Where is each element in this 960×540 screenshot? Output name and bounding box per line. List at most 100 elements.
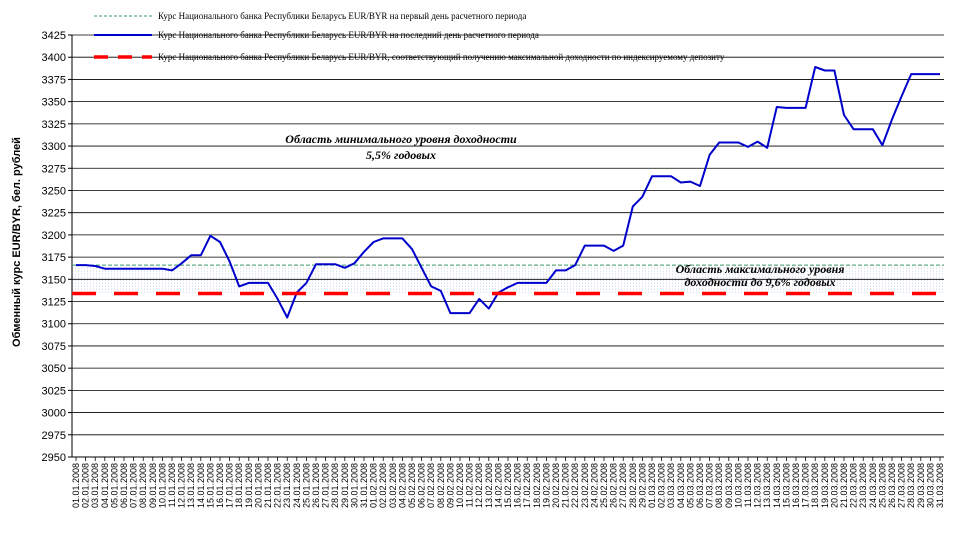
series-last-day-line xyxy=(76,66,940,319)
x-tick-label: 28.02.2008 xyxy=(628,463,638,508)
x-tick-label: 15.02.2008 xyxy=(503,463,513,508)
x-tick-label: 09.01.2008 xyxy=(148,463,158,508)
legend-label-first-day: Курс Национального банка Республики Бела… xyxy=(158,11,526,21)
x-tick-label: 13.03.2008 xyxy=(762,463,772,508)
x-tick-label: 04.03.2008 xyxy=(676,463,686,508)
x-tick-label: 16.03.2008 xyxy=(791,463,801,508)
x-tick-label: 07.02.2008 xyxy=(426,463,436,508)
y-tick-label: 3050 xyxy=(42,363,66,375)
y-tick-label: 3425 xyxy=(42,30,66,42)
x-tick-label: 08.01.2008 xyxy=(138,463,148,508)
x-tick-label: 05.02.2008 xyxy=(407,463,417,508)
x-tick-label: 26.01.2008 xyxy=(311,463,321,508)
x-tick-label: 30.01.2008 xyxy=(349,463,359,508)
y-tick-label: 3175 xyxy=(42,252,66,264)
x-tick-label: 22.01.2008 xyxy=(273,463,283,508)
x-tick-label: 02.03.2008 xyxy=(657,463,667,508)
annotation-max-yield-line2: доходности до 9,6% годовых xyxy=(684,275,835,289)
x-tick-label: 10.02.2008 xyxy=(455,463,465,508)
x-tick-label: 14.03.2008 xyxy=(772,463,782,508)
x-tick-label: 30.03.2008 xyxy=(925,463,935,508)
y-tick-label: 3350 xyxy=(42,97,66,109)
x-tick-label: 20.02.2008 xyxy=(551,463,561,508)
x-tick-label: 23.01.2008 xyxy=(282,463,292,508)
annotation-min-yield-line2: 5,5% годовых xyxy=(366,148,436,162)
x-tick-label: 01.02.2008 xyxy=(369,463,379,508)
x-tick-label: 13.01.2008 xyxy=(186,463,196,508)
x-tick-label: 22.03.2008 xyxy=(849,463,859,508)
x-tick-label: 05.03.2008 xyxy=(685,463,695,508)
x-tick-label: 08.02.2008 xyxy=(436,463,446,508)
x-tick-label: 17.02.2008 xyxy=(522,463,532,508)
x-tick-label: 25.03.2008 xyxy=(877,463,887,508)
y-tick-label: 3375 xyxy=(42,74,66,86)
legend-label-max-yield: Курс Национального банка Республики Бела… xyxy=(158,52,725,62)
x-tick-label: 20.03.2008 xyxy=(829,463,839,508)
x-tick-label: 04.01.2008 xyxy=(100,463,110,508)
x-tick-label: 08.03.2008 xyxy=(714,463,724,508)
x-tick-label: 16.02.2008 xyxy=(513,463,523,508)
x-tick-label: 02.01.2008 xyxy=(81,463,91,508)
x-tick-label: 31.01.2008 xyxy=(359,463,369,508)
y-tick-label: 3025 xyxy=(42,385,66,397)
y-tick-label: 3275 xyxy=(42,163,66,175)
annotation-min-yield-line1: Область минимального уровня доходности xyxy=(285,132,517,146)
x-tick-label: 27.02.2008 xyxy=(618,463,628,508)
x-tick-label: 25.02.2008 xyxy=(599,463,609,508)
y-tick-label: 3150 xyxy=(42,274,66,286)
x-tick-label: 18.01.2008 xyxy=(234,463,244,508)
x-tick-label: 03.02.2008 xyxy=(388,463,398,508)
y-tick-label: 3125 xyxy=(42,297,66,309)
gridlines xyxy=(72,34,944,458)
x-tick-label: 10.03.2008 xyxy=(733,463,743,508)
x-tick-label: 26.03.2008 xyxy=(887,463,897,508)
y-tick-label: 2950 xyxy=(42,452,66,464)
y-axis-ticks: 2950 2975 3000 3025 3050 3075 3100 3125 3150 3175… xyxy=(42,30,72,464)
x-tick-label: 04.02.2008 xyxy=(397,463,407,508)
x-axis-ticks: 01.01.2008 02.01.2008 03.01.2008 04.01.2008… xyxy=(71,457,945,508)
y-tick-label: 3100 xyxy=(42,319,66,331)
x-tick-label: 26.02.2008 xyxy=(609,463,619,508)
x-tick-label: 15.03.2008 xyxy=(781,463,791,508)
x-tick-label: 15.01.2008 xyxy=(205,463,215,508)
y-tick-label: 3000 xyxy=(42,408,66,420)
legend-label-last-day: Курс Национального банка Республики Бела… xyxy=(158,30,539,40)
x-tick-label: 01.03.2008 xyxy=(647,463,657,508)
x-tick-label: 12.01.2008 xyxy=(177,463,187,508)
x-tick-label: 19.03.2008 xyxy=(820,463,830,508)
x-tick-label: 28.03.2008 xyxy=(906,463,916,508)
y-tick-label: 3200 xyxy=(42,230,66,242)
x-tick-label: 31.03.2008 xyxy=(935,463,945,508)
x-tick-label: 13.02.2008 xyxy=(484,463,494,508)
x-tick-label: 11.01.2008 xyxy=(167,463,177,507)
x-tick-label: 01.01.2008 xyxy=(71,463,81,508)
y-tick-label: 3300 xyxy=(42,141,66,153)
annotation-max-yield-line1: Область максимального уровня xyxy=(676,262,845,276)
x-tick-label: 17.03.2008 xyxy=(801,463,811,508)
x-tick-label: 12.02.2008 xyxy=(474,463,484,508)
x-tick-label: 12.03.2008 xyxy=(753,463,763,508)
x-tick-label: 18.02.2008 xyxy=(532,463,542,508)
series-layer xyxy=(72,66,944,319)
x-tick-label: 27.01.2008 xyxy=(321,463,331,508)
x-tick-label: 14.01.2008 xyxy=(196,463,206,508)
y-tick-label: 3075 xyxy=(42,341,66,353)
x-tick-label: 23.03.2008 xyxy=(858,463,868,508)
x-tick-label: 29.02.2008 xyxy=(637,463,647,508)
x-tick-label: 14.02.2008 xyxy=(493,463,503,508)
y-tick-label: 3225 xyxy=(42,208,66,220)
x-tick-label: 23.02.2008 xyxy=(580,463,590,508)
y-tick-label: 3250 xyxy=(42,185,66,197)
y-axis-label: Обменный курс EUR/BYR, бел. рублей xyxy=(11,137,23,347)
x-tick-label: 11.02.2008 xyxy=(465,463,475,507)
x-tick-label: 03.03.2008 xyxy=(666,463,676,508)
x-tick-label: 20.01.2008 xyxy=(253,463,263,508)
x-tick-label: 06.02.2008 xyxy=(417,463,427,508)
x-tick-label: 03.01.2008 xyxy=(90,463,100,508)
x-tick-label: 25.01.2008 xyxy=(301,463,311,508)
x-tick-label: 06.03.2008 xyxy=(695,463,705,508)
x-tick-label: 19.01.2008 xyxy=(244,463,254,508)
x-tick-label: 09.03.2008 xyxy=(724,463,734,508)
